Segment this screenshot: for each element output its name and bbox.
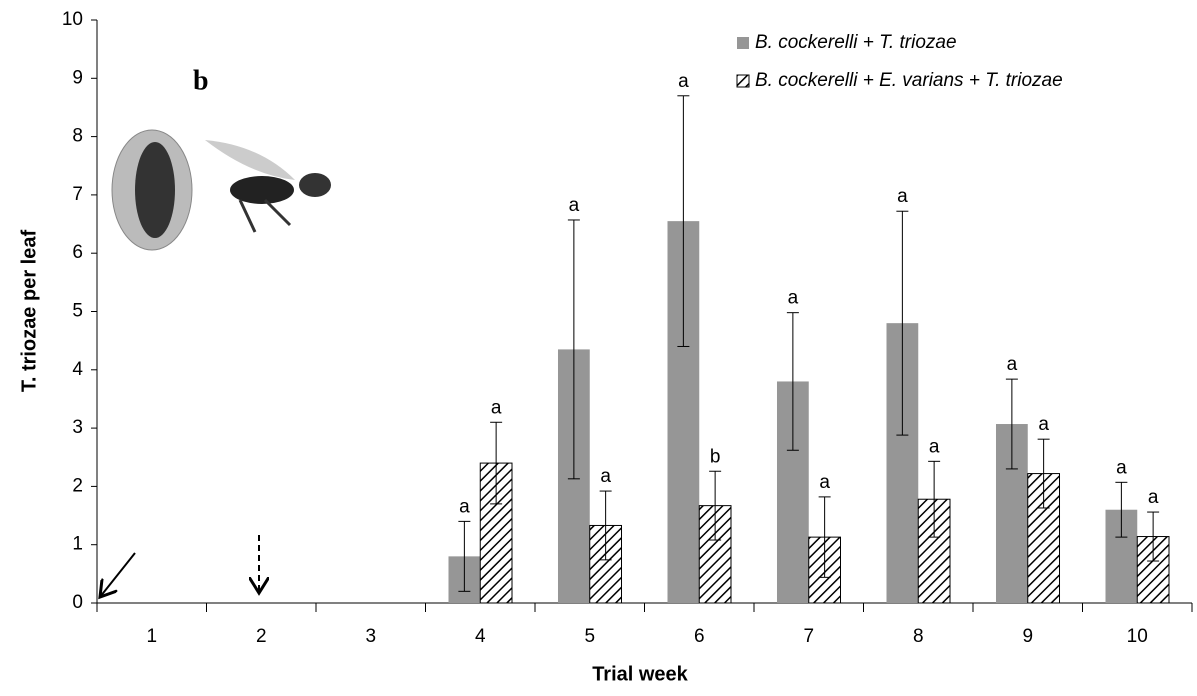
significance-letter: a bbox=[1007, 354, 1018, 375]
y-tick-label: 10 bbox=[62, 9, 83, 30]
y-tick-label: 5 bbox=[72, 301, 83, 322]
significance-letter: a bbox=[929, 436, 940, 457]
x-tick-label: 8 bbox=[913, 626, 924, 647]
y-tick-label: 7 bbox=[72, 184, 83, 205]
significance-letter: a bbox=[819, 472, 830, 493]
x-tick-label: 9 bbox=[1022, 626, 1033, 647]
legend-label: B. cockerelli + E. varians + T. triozae bbox=[755, 70, 1063, 91]
significance-letter: a bbox=[1148, 487, 1159, 508]
y-tick-label: 0 bbox=[72, 592, 83, 613]
x-tick-label: 2 bbox=[256, 626, 267, 647]
significance-letter: a bbox=[600, 466, 611, 487]
y-tick-label: 4 bbox=[72, 359, 83, 380]
y-tick-label: 6 bbox=[72, 242, 83, 263]
legend-swatch bbox=[737, 75, 749, 87]
y-tick-label: 8 bbox=[72, 126, 83, 147]
x-tick-label: 6 bbox=[694, 626, 705, 647]
significance-letter: b bbox=[710, 446, 721, 467]
x-tick-label: 7 bbox=[803, 626, 814, 647]
arrow bbox=[100, 553, 135, 597]
x-tick-label: 1 bbox=[146, 626, 157, 647]
chart: b Trial week T. triozae per leaf 0 1 2 3 4 5 6… bbox=[0, 0, 1197, 691]
x-tick-label: 10 bbox=[1127, 626, 1148, 647]
x-axis-label: Trial week bbox=[592, 663, 688, 685]
significance-letter: a bbox=[491, 397, 502, 418]
significance-letter: a bbox=[1116, 457, 1127, 478]
x-tick-label: 4 bbox=[475, 626, 486, 647]
y-tick-label: 2 bbox=[72, 475, 83, 496]
insect-images bbox=[112, 130, 331, 250]
y-axis-label: T. triozae per leaf bbox=[18, 230, 40, 393]
significance-letter: a bbox=[788, 288, 799, 309]
y-tick-label: 9 bbox=[72, 67, 83, 88]
y-tick-label: 1 bbox=[72, 534, 83, 555]
legend-label: B. cockerelli + T. triozae bbox=[755, 32, 957, 53]
x-tick-label: 5 bbox=[584, 626, 595, 647]
significance-letter: a bbox=[678, 71, 689, 92]
significance-letter: a bbox=[1038, 414, 1049, 435]
panel-label: b bbox=[193, 65, 209, 96]
significance-letter: a bbox=[897, 186, 908, 207]
x-tick-label: 3 bbox=[365, 626, 376, 647]
y-tick-label: 3 bbox=[72, 417, 83, 438]
significance-letter: a bbox=[569, 195, 580, 216]
significance-letter: a bbox=[459, 496, 470, 517]
legend-swatch bbox=[737, 37, 749, 49]
